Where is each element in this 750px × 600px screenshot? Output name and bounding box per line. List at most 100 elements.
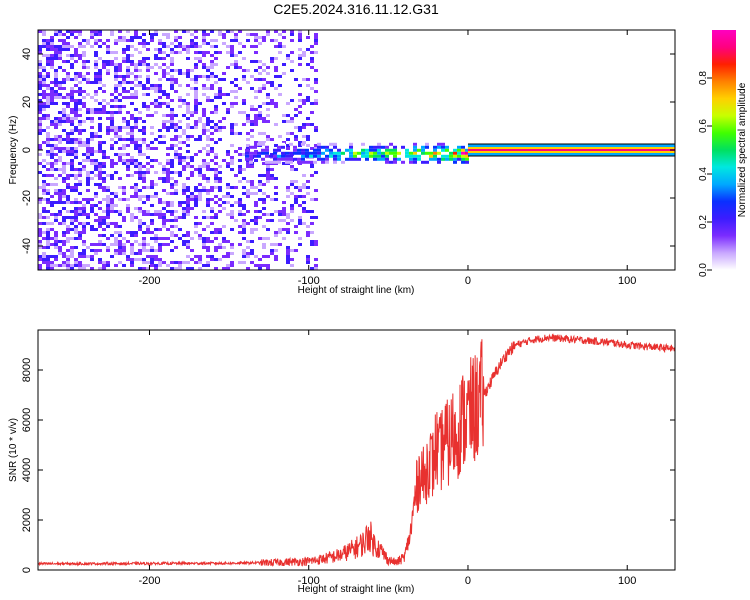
spectrogram-cell <box>86 255 90 258</box>
spectrogram-cell <box>186 30 190 33</box>
spectrogram-cell <box>122 243 126 246</box>
spectrogram-cell <box>270 177 274 180</box>
spectrogram-cell <box>389 151 393 155</box>
spectrogram-cell <box>198 174 202 177</box>
spectrogram-cell <box>214 111 218 114</box>
spectrogram-cell <box>202 237 206 240</box>
spectrogram-cell <box>282 30 286 33</box>
spectrogram-cell <box>142 57 146 60</box>
spectrogram-cell <box>118 63 122 66</box>
spectrogram-cell <box>194 42 198 45</box>
spectrogram-cell <box>202 165 206 168</box>
spectrogram-cell <box>254 201 258 204</box>
spectrogram-cell <box>262 192 266 195</box>
spectrogram-cell <box>302 222 306 225</box>
spectrogram-cell <box>242 249 246 252</box>
spectrogram-cell <box>38 267 42 270</box>
spectrogram-cell <box>270 99 274 102</box>
colorbar-tick-label: 0.0 <box>698 263 709 277</box>
spectrogram-cell <box>90 243 94 246</box>
spectrogram-cell <box>134 48 138 51</box>
spectrogram-cell <box>62 219 66 222</box>
spectrogram-cell <box>42 54 46 57</box>
spectrogram-cell <box>118 186 122 189</box>
spectrogram-cell <box>317 145 321 149</box>
spectrogram-cell <box>90 81 94 84</box>
spectrogram-cell <box>102 108 106 111</box>
spectrogram-cell <box>353 151 357 155</box>
spectrogram-cell <box>214 180 218 183</box>
spectrogram-cell <box>58 168 62 171</box>
spectrogram-cell <box>102 42 106 45</box>
spectrogram-cell <box>70 33 74 36</box>
spectrogram-cell <box>194 78 198 81</box>
spectrogram-cell <box>198 237 202 240</box>
spectrogram-cell <box>278 243 282 246</box>
spectrogram-cell <box>302 135 306 138</box>
spectrogram-cell <box>162 45 166 48</box>
spectrogram-cell <box>42 102 46 105</box>
spectrogram-cell <box>214 195 218 198</box>
spectrogram-cell <box>266 135 270 138</box>
spectrogram-cell <box>266 237 270 240</box>
spectrogram-cell <box>130 87 134 90</box>
spectrogram-cell <box>114 87 118 90</box>
spectrogram-cell <box>214 153 218 156</box>
spectrogram-cell <box>341 160 345 164</box>
spectrogram-cell <box>413 157 417 161</box>
spectrogram-cell <box>62 138 66 141</box>
spectrogram-cell <box>445 157 449 161</box>
spectrogram-cell <box>38 216 42 219</box>
spectrogram-cell <box>90 120 94 123</box>
spectrogram-cell <box>42 129 46 132</box>
spectrogram-cell <box>250 249 254 252</box>
spectrogram-cell <box>142 165 146 168</box>
spectrogram-cell <box>186 51 190 54</box>
spectrogram-cell <box>146 267 150 270</box>
spectrogram-cell <box>230 162 234 165</box>
spectrogram-cell <box>130 213 134 216</box>
spectrogram-cell <box>154 72 158 75</box>
spectrogram-cell <box>162 33 166 36</box>
spectrogram-cell <box>194 90 198 93</box>
spectrogram-cell <box>373 154 377 158</box>
spectrogram-cell <box>202 162 206 165</box>
spectrogram-cell <box>286 213 290 216</box>
spectrogram-cell <box>242 168 246 171</box>
spectrogram-cell <box>230 243 234 246</box>
spectrogram-cell <box>118 249 122 252</box>
spectrogram-cell <box>86 60 90 63</box>
spectrogram-cell <box>106 264 110 267</box>
spectrogram-cell <box>186 84 190 87</box>
spectrogram-cell <box>134 36 138 39</box>
spectrogram-cell <box>106 48 110 51</box>
spectrogram-cell <box>70 264 74 267</box>
spectrogram-cell <box>90 126 94 129</box>
spectrogram-cell <box>46 75 50 78</box>
spectrogram-cell <box>102 105 106 108</box>
colorbar-tick-label: 0.2 <box>698 215 709 229</box>
spectrogram-cell <box>302 78 306 81</box>
spectrogram-cell <box>98 147 102 150</box>
spectrogram-cell <box>62 69 66 72</box>
spectrogram-cell <box>282 120 286 123</box>
spectrogram-cell <box>349 148 353 152</box>
spectrogram-cell <box>62 231 66 234</box>
spectrogram-cell <box>166 204 170 207</box>
spectrogram-cell <box>194 102 198 105</box>
spectrogram-cell <box>305 151 309 155</box>
spectrogram-cell <box>178 159 182 162</box>
spectrogram-cell <box>82 96 86 99</box>
spectrogram-cell <box>138 228 142 231</box>
spectrogram-cell <box>58 264 62 267</box>
spectrogram-cell <box>206 51 210 54</box>
spectrogram-cell <box>106 129 110 132</box>
spectrogram-cell <box>226 162 230 165</box>
spectrogram-cell <box>150 102 154 105</box>
spectrogram-cell <box>78 138 82 141</box>
spectrogram-cell <box>42 261 46 264</box>
spectrogram-cell <box>138 258 142 261</box>
spectrogram-cell <box>425 142 429 146</box>
spectrogram-cell <box>82 231 86 234</box>
